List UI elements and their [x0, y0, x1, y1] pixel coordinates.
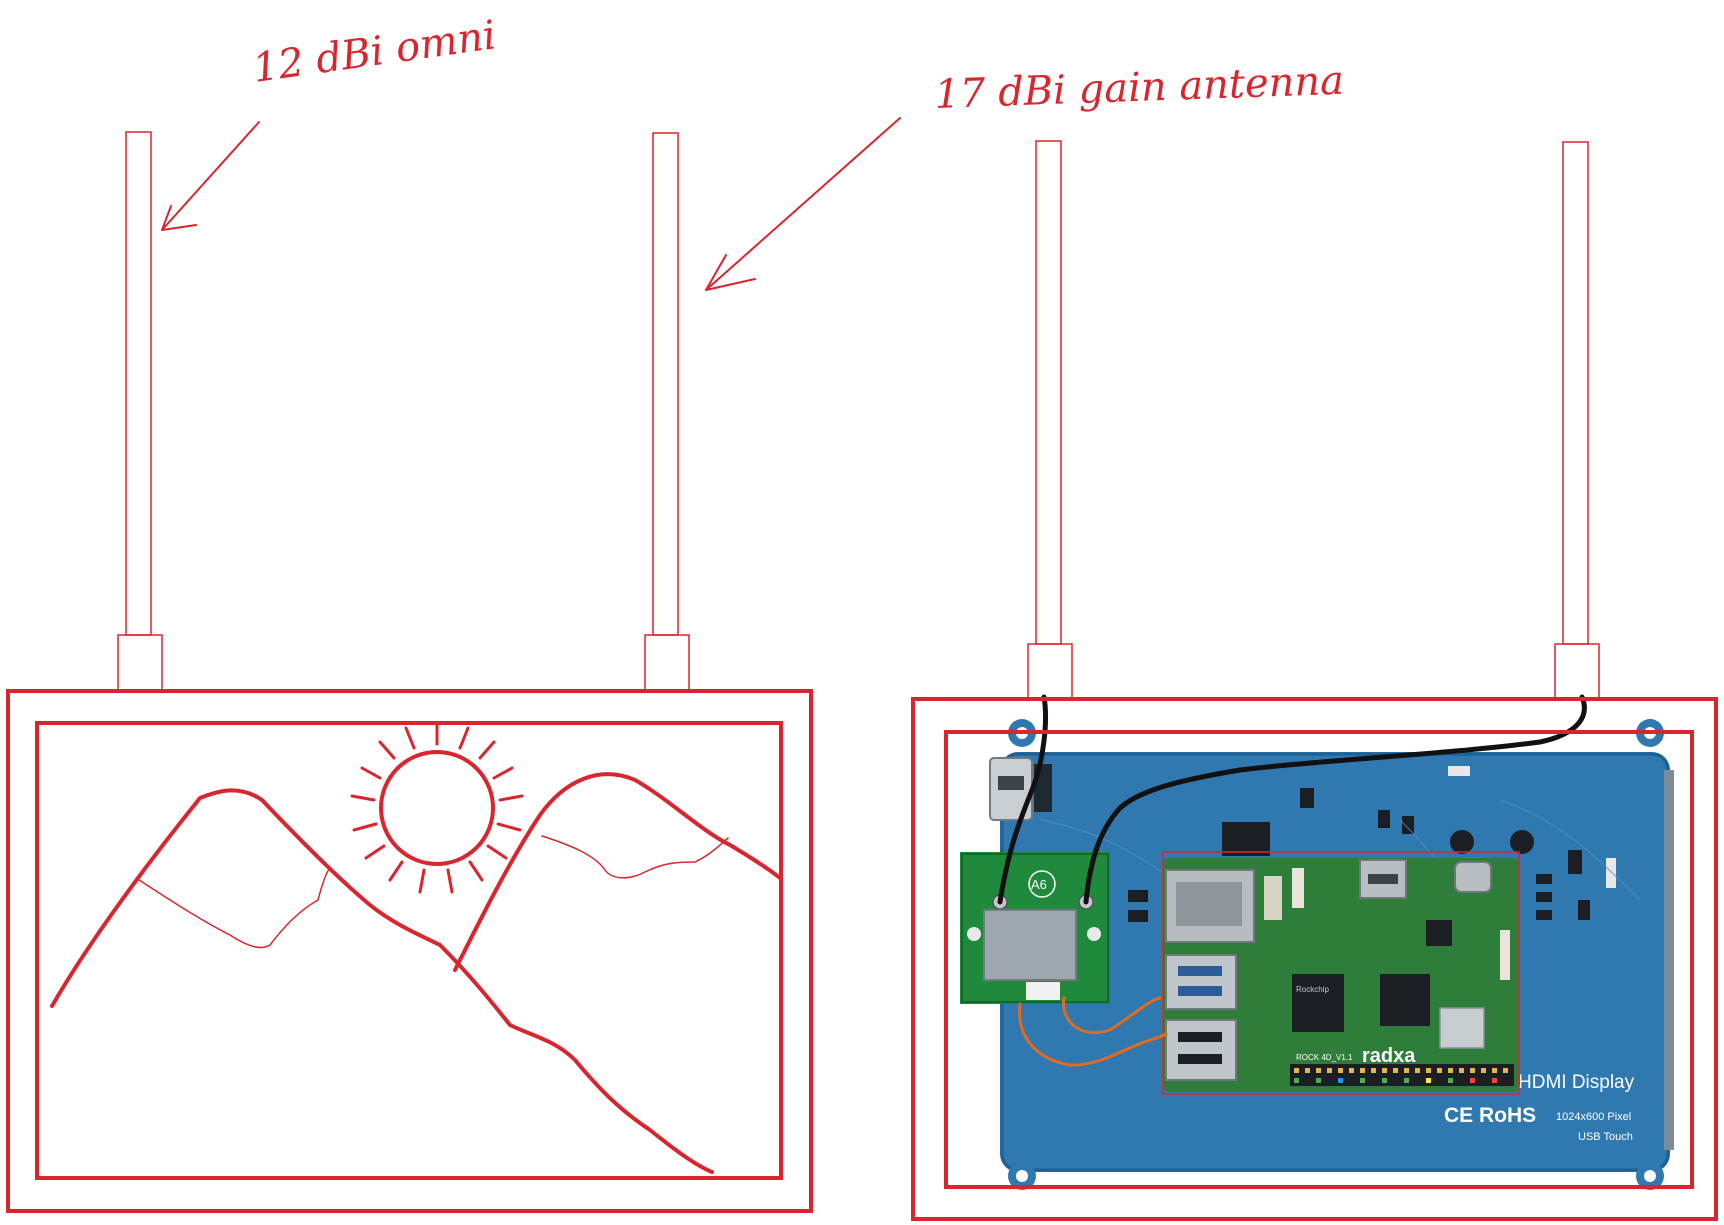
label-left-antenna: 12 dBi omni	[250, 12, 499, 92]
foreground-slope	[438, 943, 714, 1174]
display-driver-ic	[1222, 822, 1270, 856]
left-antenna-2-base	[644, 634, 690, 691]
arrow-left-antenna	[161, 121, 260, 231]
mountain-drawing	[50, 772, 782, 1174]
wifi-module: A6	[960, 852, 1110, 1004]
right-antenna-1-base	[1027, 643, 1073, 700]
gpio-header	[1290, 1064, 1514, 1086]
mountain-left	[50, 788, 442, 1008]
right-enclosure	[911, 697, 1718, 1221]
wifi-shield	[1439, 1007, 1485, 1049]
left-screen	[35, 721, 783, 1180]
usb3-port	[1165, 954, 1237, 1010]
sbc-outline	[1162, 851, 1520, 1095]
label-right-antenna: 17 dBi gain antenna	[934, 58, 1345, 118]
sun-disk	[379, 750, 495, 866]
radxa-sbc: Rockchip radxa ROCK 4D_V1.1	[1162, 858, 1520, 1092]
wifi-shield-can	[983, 909, 1077, 981]
mountain-left-snow	[135, 867, 331, 949]
usb-cables	[1018, 996, 1168, 1067]
sbc-model: ROCK 4D_V1.1	[1296, 1053, 1353, 1062]
display-label: HDMI Display	[1518, 1072, 1635, 1093]
sbc-brand: radxa	[1362, 1045, 1416, 1067]
usb2-port	[1165, 1019, 1237, 1081]
mountain-right	[453, 772, 782, 972]
left-assembly	[6, 131, 813, 1213]
right-screen-frame	[944, 730, 1694, 1189]
right-antenna-1	[1035, 140, 1062, 645]
cable-right-antenna	[1083, 694, 1587, 905]
right-antenna-2-base	[1554, 643, 1600, 700]
left-enclosure	[6, 689, 813, 1213]
left-antenna-1	[125, 131, 152, 636]
annotation-arrows	[161, 117, 901, 291]
cable-left-antenna	[997, 694, 1048, 905]
ram-chip	[1380, 974, 1430, 1026]
touch-label: USB Touch	[1578, 1131, 1633, 1143]
right-antenna-2	[1562, 141, 1589, 645]
right-assembly: HDMI Display CE RoHS 1024x600 Pixel USB …	[911, 140, 1718, 1221]
usb-cable-2	[1018, 1002, 1168, 1067]
chip-brand: Rockchip	[1296, 985, 1329, 994]
soc-chip	[1292, 974, 1344, 1032]
sun-rays	[350, 722, 524, 894]
usb-cable-1	[1062, 996, 1162, 1035]
left-antenna-2	[652, 132, 679, 636]
mountain-right-snow	[541, 835, 729, 879]
wifi-module-label: A6	[1031, 877, 1047, 892]
cert-marks: CE RoHS	[1444, 1104, 1536, 1127]
usb-c-port	[1454, 861, 1492, 893]
left-antenna-1-base	[117, 634, 163, 691]
sun-drawing	[350, 722, 524, 894]
arrow-right-antenna	[705, 117, 901, 291]
antenna-cables	[997, 694, 1587, 905]
resolution-label: 1024x600 Pixel	[1556, 1111, 1631, 1123]
